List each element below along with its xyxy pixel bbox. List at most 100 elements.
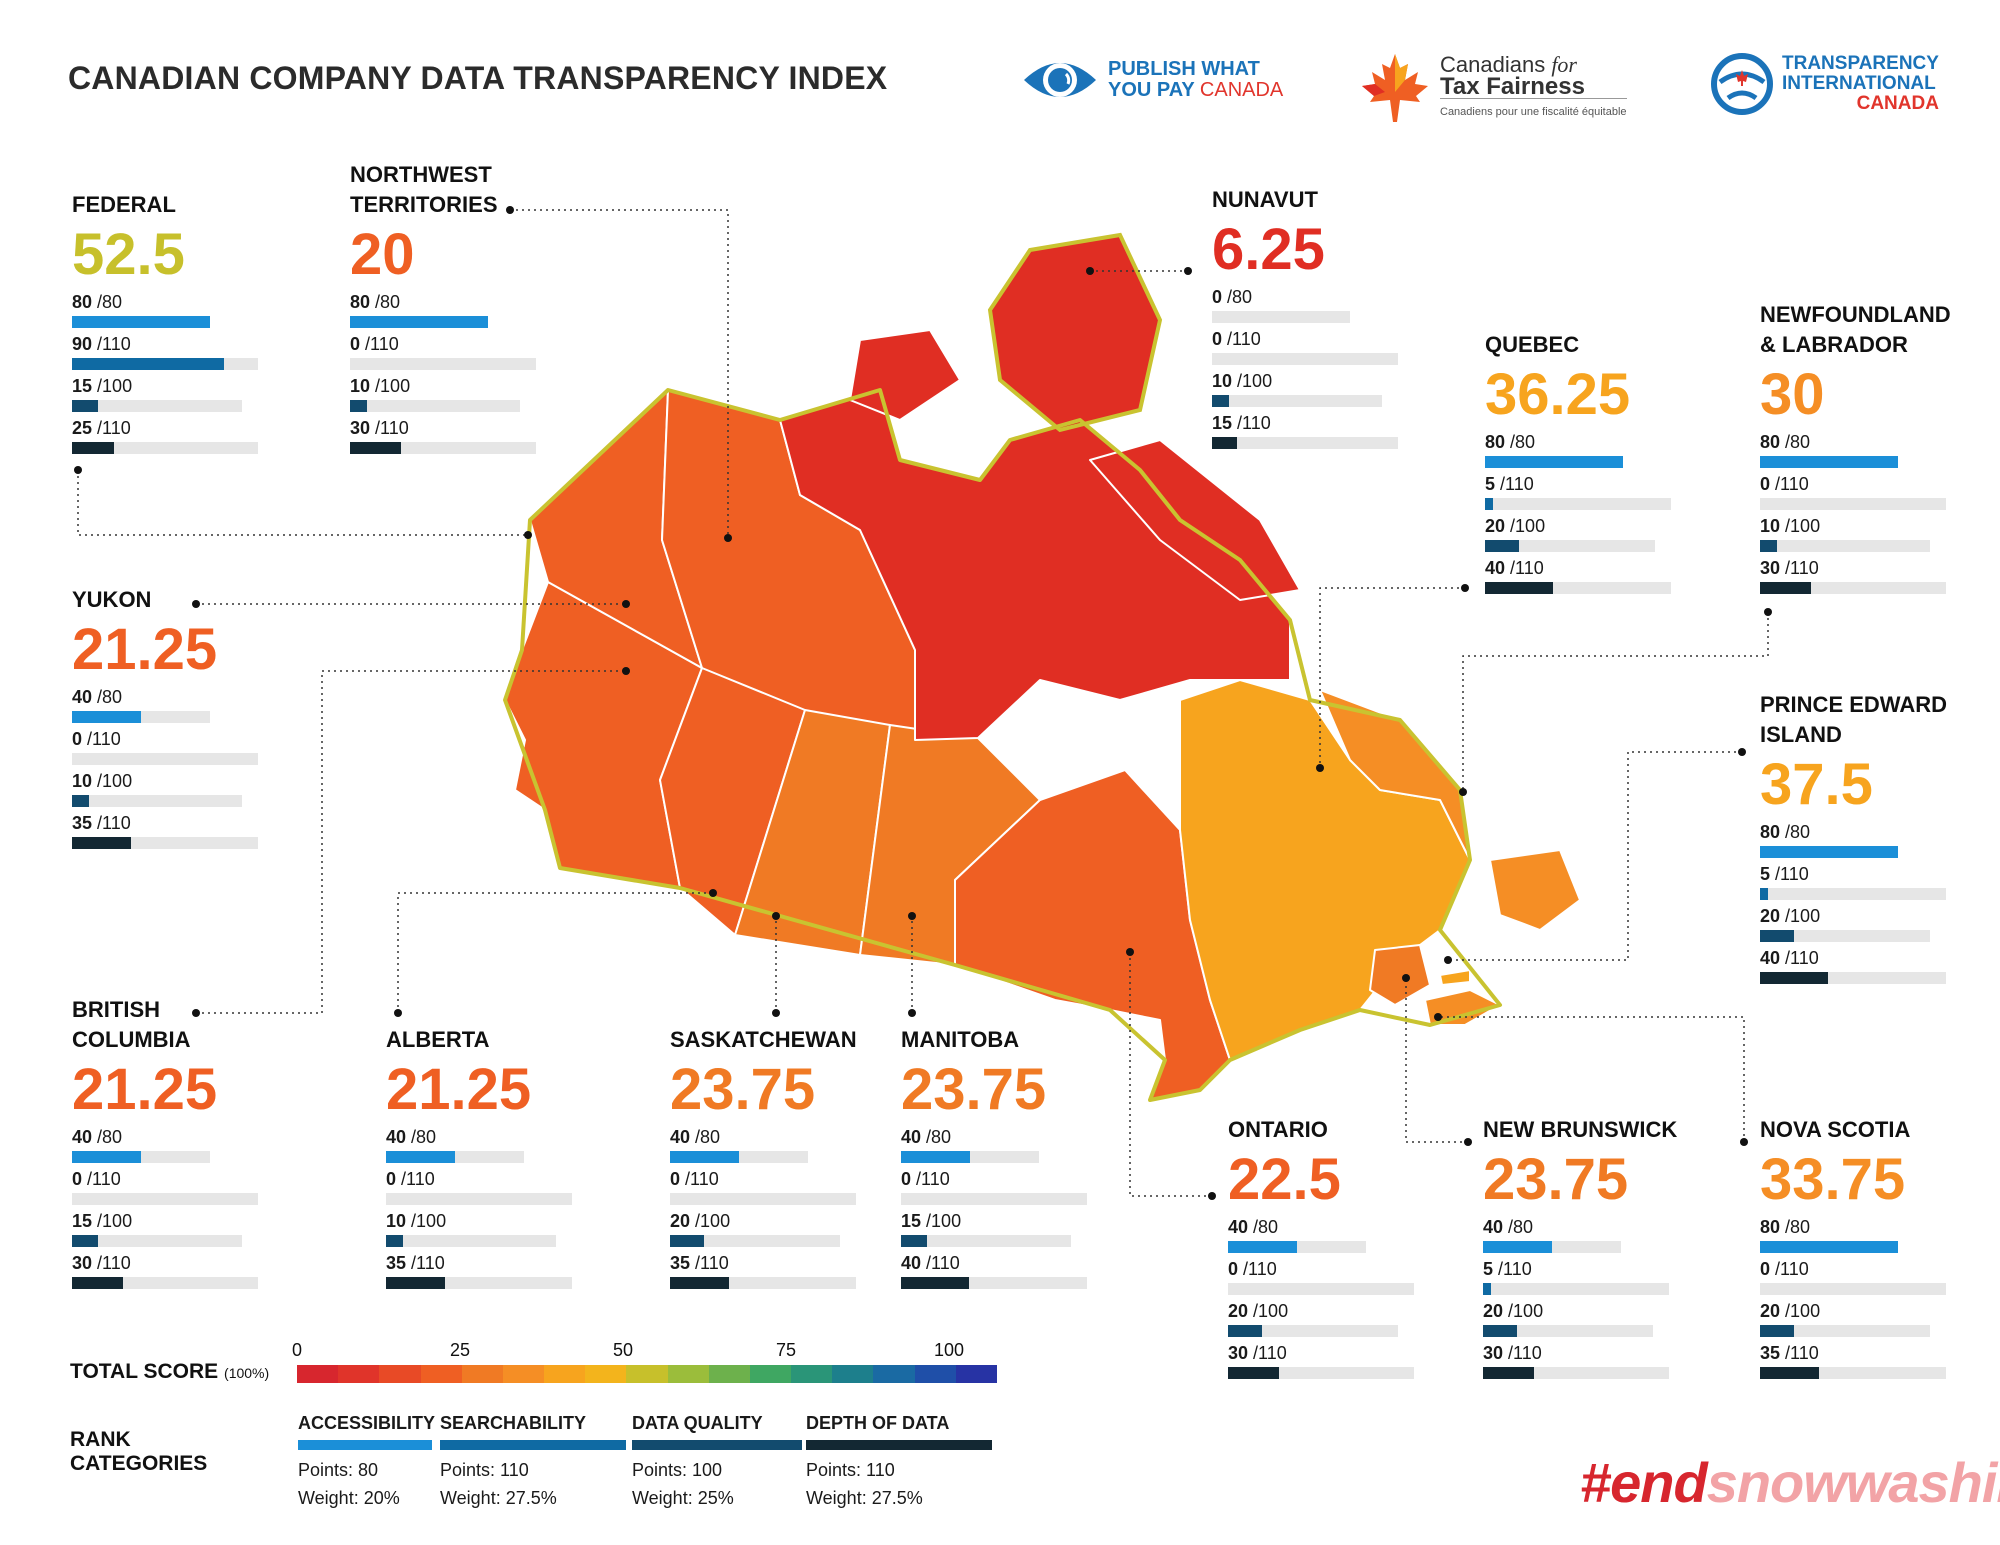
metric-track bbox=[72, 1151, 210, 1163]
metric-unit: /110 bbox=[87, 1169, 121, 1189]
region-alberta: ALBERTA 21.25 40 /80 0 /110 10 /100 35 /110 bbox=[386, 1025, 572, 1295]
metric-data-quality: 20 /100 bbox=[1483, 1301, 1677, 1343]
metric-unit: /110 bbox=[926, 1253, 960, 1273]
rank-category-bar bbox=[632, 1440, 802, 1450]
metric-value: 15 bbox=[1212, 413, 1233, 433]
metric-accessibility: 80 /80 bbox=[1760, 432, 1960, 474]
metric-track bbox=[72, 442, 258, 454]
metric-unit: /80 bbox=[1785, 822, 1811, 842]
metric-track bbox=[1485, 540, 1655, 552]
scale-swatch bbox=[379, 1365, 421, 1383]
scale-swatch bbox=[832, 1365, 874, 1383]
metric-unit: /110 bbox=[685, 1169, 719, 1189]
metric-data-quality: 15 /100 bbox=[72, 376, 242, 418]
rank-category-points: Points: 110 bbox=[440, 1460, 529, 1480]
rank-category-bar bbox=[806, 1440, 992, 1450]
metric-unit: /110 bbox=[1500, 474, 1534, 494]
metric-value: 10 bbox=[350, 376, 371, 396]
metric-track bbox=[72, 1193, 258, 1205]
metric-value: 80 bbox=[72, 292, 93, 312]
metric-unit: /80 bbox=[926, 1127, 952, 1147]
metric-bar bbox=[901, 1277, 969, 1289]
scale-swatch bbox=[338, 1365, 380, 1383]
metric-bar bbox=[901, 1235, 927, 1247]
metric-bar bbox=[1760, 582, 1811, 594]
metric-track bbox=[1760, 582, 1946, 594]
maple-leaf-icon bbox=[1362, 54, 1428, 122]
region-total-score: 23.75 bbox=[1483, 1147, 1629, 1212]
metric-unit: /110 bbox=[365, 334, 399, 354]
metric-accessibility: 0 /80 bbox=[1212, 287, 1350, 329]
metric-searchability: 0 /110 bbox=[901, 1169, 1087, 1211]
map-nova-scotia bbox=[1424, 989, 1501, 1026]
metric-accessibility: 40 /80 bbox=[386, 1127, 531, 1169]
region-name: NEWFOUNDLAND & LABRADOR bbox=[1760, 302, 1951, 357]
metric-bar bbox=[1212, 437, 1238, 449]
metric-track bbox=[1760, 972, 1946, 984]
metric-track bbox=[670, 1151, 808, 1163]
metric-data-quality: 10 /100 bbox=[350, 376, 520, 418]
metric-searchability: 0 /110 bbox=[72, 1169, 258, 1211]
metric-data-quality: 15 /100 bbox=[72, 1211, 242, 1253]
region-federal: FEDERAL 52.5 80 /80 90 /110 15 /100 25 /110 bbox=[72, 190, 258, 460]
region-prince-edward-island: PRINCE EDWARD ISLAND 37.5 80 /80 5 /110 20 /… bbox=[1760, 690, 1960, 990]
total-score-scale bbox=[297, 1365, 997, 1383]
metric-depth: 35 /110 bbox=[386, 1253, 572, 1295]
metric-data-quality: 10 /100 bbox=[1212, 371, 1382, 413]
metric-track bbox=[386, 1193, 572, 1205]
metric-track bbox=[1212, 353, 1398, 365]
rank-category-name: DEPTH OF DATA bbox=[806, 1413, 950, 1433]
metric-data-quality: 20 /100 bbox=[1228, 1301, 1398, 1343]
metric-searchability: 5 /110 bbox=[1485, 474, 1671, 516]
metric-depth: 30 /110 bbox=[1228, 1343, 1414, 1385]
metric-value: 20 bbox=[1483, 1301, 1504, 1321]
metric-track bbox=[901, 1193, 1087, 1205]
metric-unit: /80 bbox=[695, 1127, 721, 1147]
metric-unit: /110 bbox=[411, 1253, 445, 1273]
metric-data-quality: 10 /100 bbox=[1760, 516, 1960, 558]
metric-accessibility: 80 /80 bbox=[72, 292, 210, 334]
leader-federal bbox=[77, 470, 528, 536]
region-name: ONTARIO bbox=[1228, 1117, 1328, 1142]
metric-bar bbox=[1760, 1367, 1820, 1379]
scale-tick-label: 50 bbox=[612, 1340, 634, 1360]
metric-value: 30 bbox=[72, 1253, 93, 1273]
metric-track bbox=[1212, 395, 1382, 407]
metric-track bbox=[1760, 456, 1898, 468]
region-total-score: 20 bbox=[350, 222, 415, 287]
metric-bar bbox=[350, 400, 367, 412]
metric-track bbox=[901, 1277, 1087, 1289]
metric-value: 0 bbox=[1212, 329, 1223, 349]
region-yukon: YUKON 21.25 40 /80 0 /110 10 /100 35 /110 bbox=[72, 585, 258, 855]
metric-depth: 30 /110 bbox=[72, 1253, 258, 1295]
metric-value: 20 bbox=[1760, 906, 1781, 926]
metric-value: 0 bbox=[386, 1169, 397, 1189]
metric-data-quality: 20 /100 bbox=[1760, 1301, 1930, 1343]
metric-bar bbox=[1760, 540, 1777, 552]
metric-bar bbox=[1483, 1325, 1517, 1337]
metric-depth: 35 /110 bbox=[670, 1253, 857, 1295]
metric-track bbox=[1760, 498, 1946, 510]
map-pei bbox=[1439, 969, 1471, 986]
ctf-line3: Canadiens pour une fiscalité équitable bbox=[1440, 97, 1627, 123]
metric-data-quality: 20 /100 bbox=[670, 1211, 857, 1253]
region-name: SASKATCHEWAN bbox=[670, 1027, 857, 1052]
metric-value: 0 bbox=[901, 1169, 912, 1189]
rank-category-name: ACCESSIBILITY bbox=[298, 1413, 436, 1433]
ti-line1: TRANSPARENCY bbox=[1782, 53, 1939, 74]
metric-value: 30 bbox=[1228, 1343, 1249, 1363]
metric-unit: /100 bbox=[1785, 1301, 1821, 1321]
map-newfoundland-island bbox=[1489, 849, 1581, 931]
metric-bar bbox=[72, 316, 210, 328]
metric-accessibility: 80 /80 bbox=[350, 292, 510, 334]
metric-data-quality: 10 /100 bbox=[72, 771, 242, 813]
region-total-score: 37.5 bbox=[1760, 752, 1873, 817]
metric-track bbox=[901, 1235, 1071, 1247]
metric-value: 40 bbox=[1228, 1217, 1249, 1237]
metric-unit: /110 bbox=[1508, 1343, 1542, 1363]
metric-bar bbox=[1760, 846, 1898, 858]
metric-track bbox=[1760, 1283, 1946, 1295]
metric-value: 35 bbox=[1760, 1343, 1781, 1363]
metric-bar bbox=[386, 1151, 455, 1163]
